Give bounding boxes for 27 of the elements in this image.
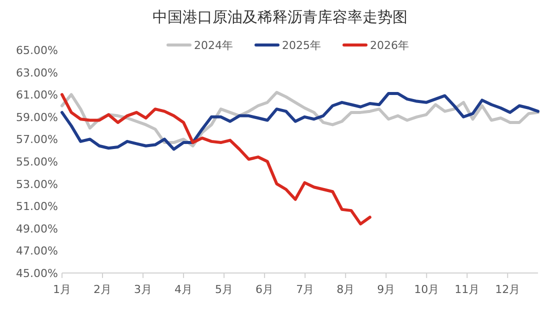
y-tick-label: 49.00% xyxy=(16,222,58,236)
x-tick-label: 7月 xyxy=(296,283,314,296)
y-tick-label: 65.00% xyxy=(16,44,58,57)
x-tick-label: 5月 xyxy=(215,283,234,296)
x-tick-label: 8月 xyxy=(336,283,355,296)
x-tick-label: 3月 xyxy=(134,283,152,296)
x-tick-label: 11月 xyxy=(454,283,480,296)
x-tick-label: 12月 xyxy=(495,283,520,296)
x-tick-label: 4月 xyxy=(174,283,193,296)
x-tick-label: 1月 xyxy=(53,283,71,296)
y-tick-label: 57.00% xyxy=(16,133,58,146)
y-tick-label: 55.00% xyxy=(16,156,58,168)
y-tick-label: 63.00% xyxy=(16,66,58,80)
legend-label: 2026年 xyxy=(370,39,409,52)
y-tick-label: 53.00% xyxy=(16,178,58,191)
y-tick-label: 47.00% xyxy=(16,244,58,258)
y-tick-label: 61.00% xyxy=(16,88,58,102)
chart-title: 中国港口原油及稀释沥青库容率走势图 xyxy=(152,8,408,26)
x-tick-label: 6月 xyxy=(256,283,274,296)
y-tick-label: 45.00% xyxy=(16,267,58,280)
x-tick-label: 2月 xyxy=(94,283,112,296)
x-tick-label: 10月 xyxy=(414,283,440,296)
legend-label: 2024年 xyxy=(194,39,233,52)
y-tick-label: 51.00% xyxy=(16,200,58,214)
x-tick-label: 9月 xyxy=(377,283,396,296)
legend-label: 2025年 xyxy=(282,39,321,52)
y-tick-label: 59.00% xyxy=(16,110,58,124)
